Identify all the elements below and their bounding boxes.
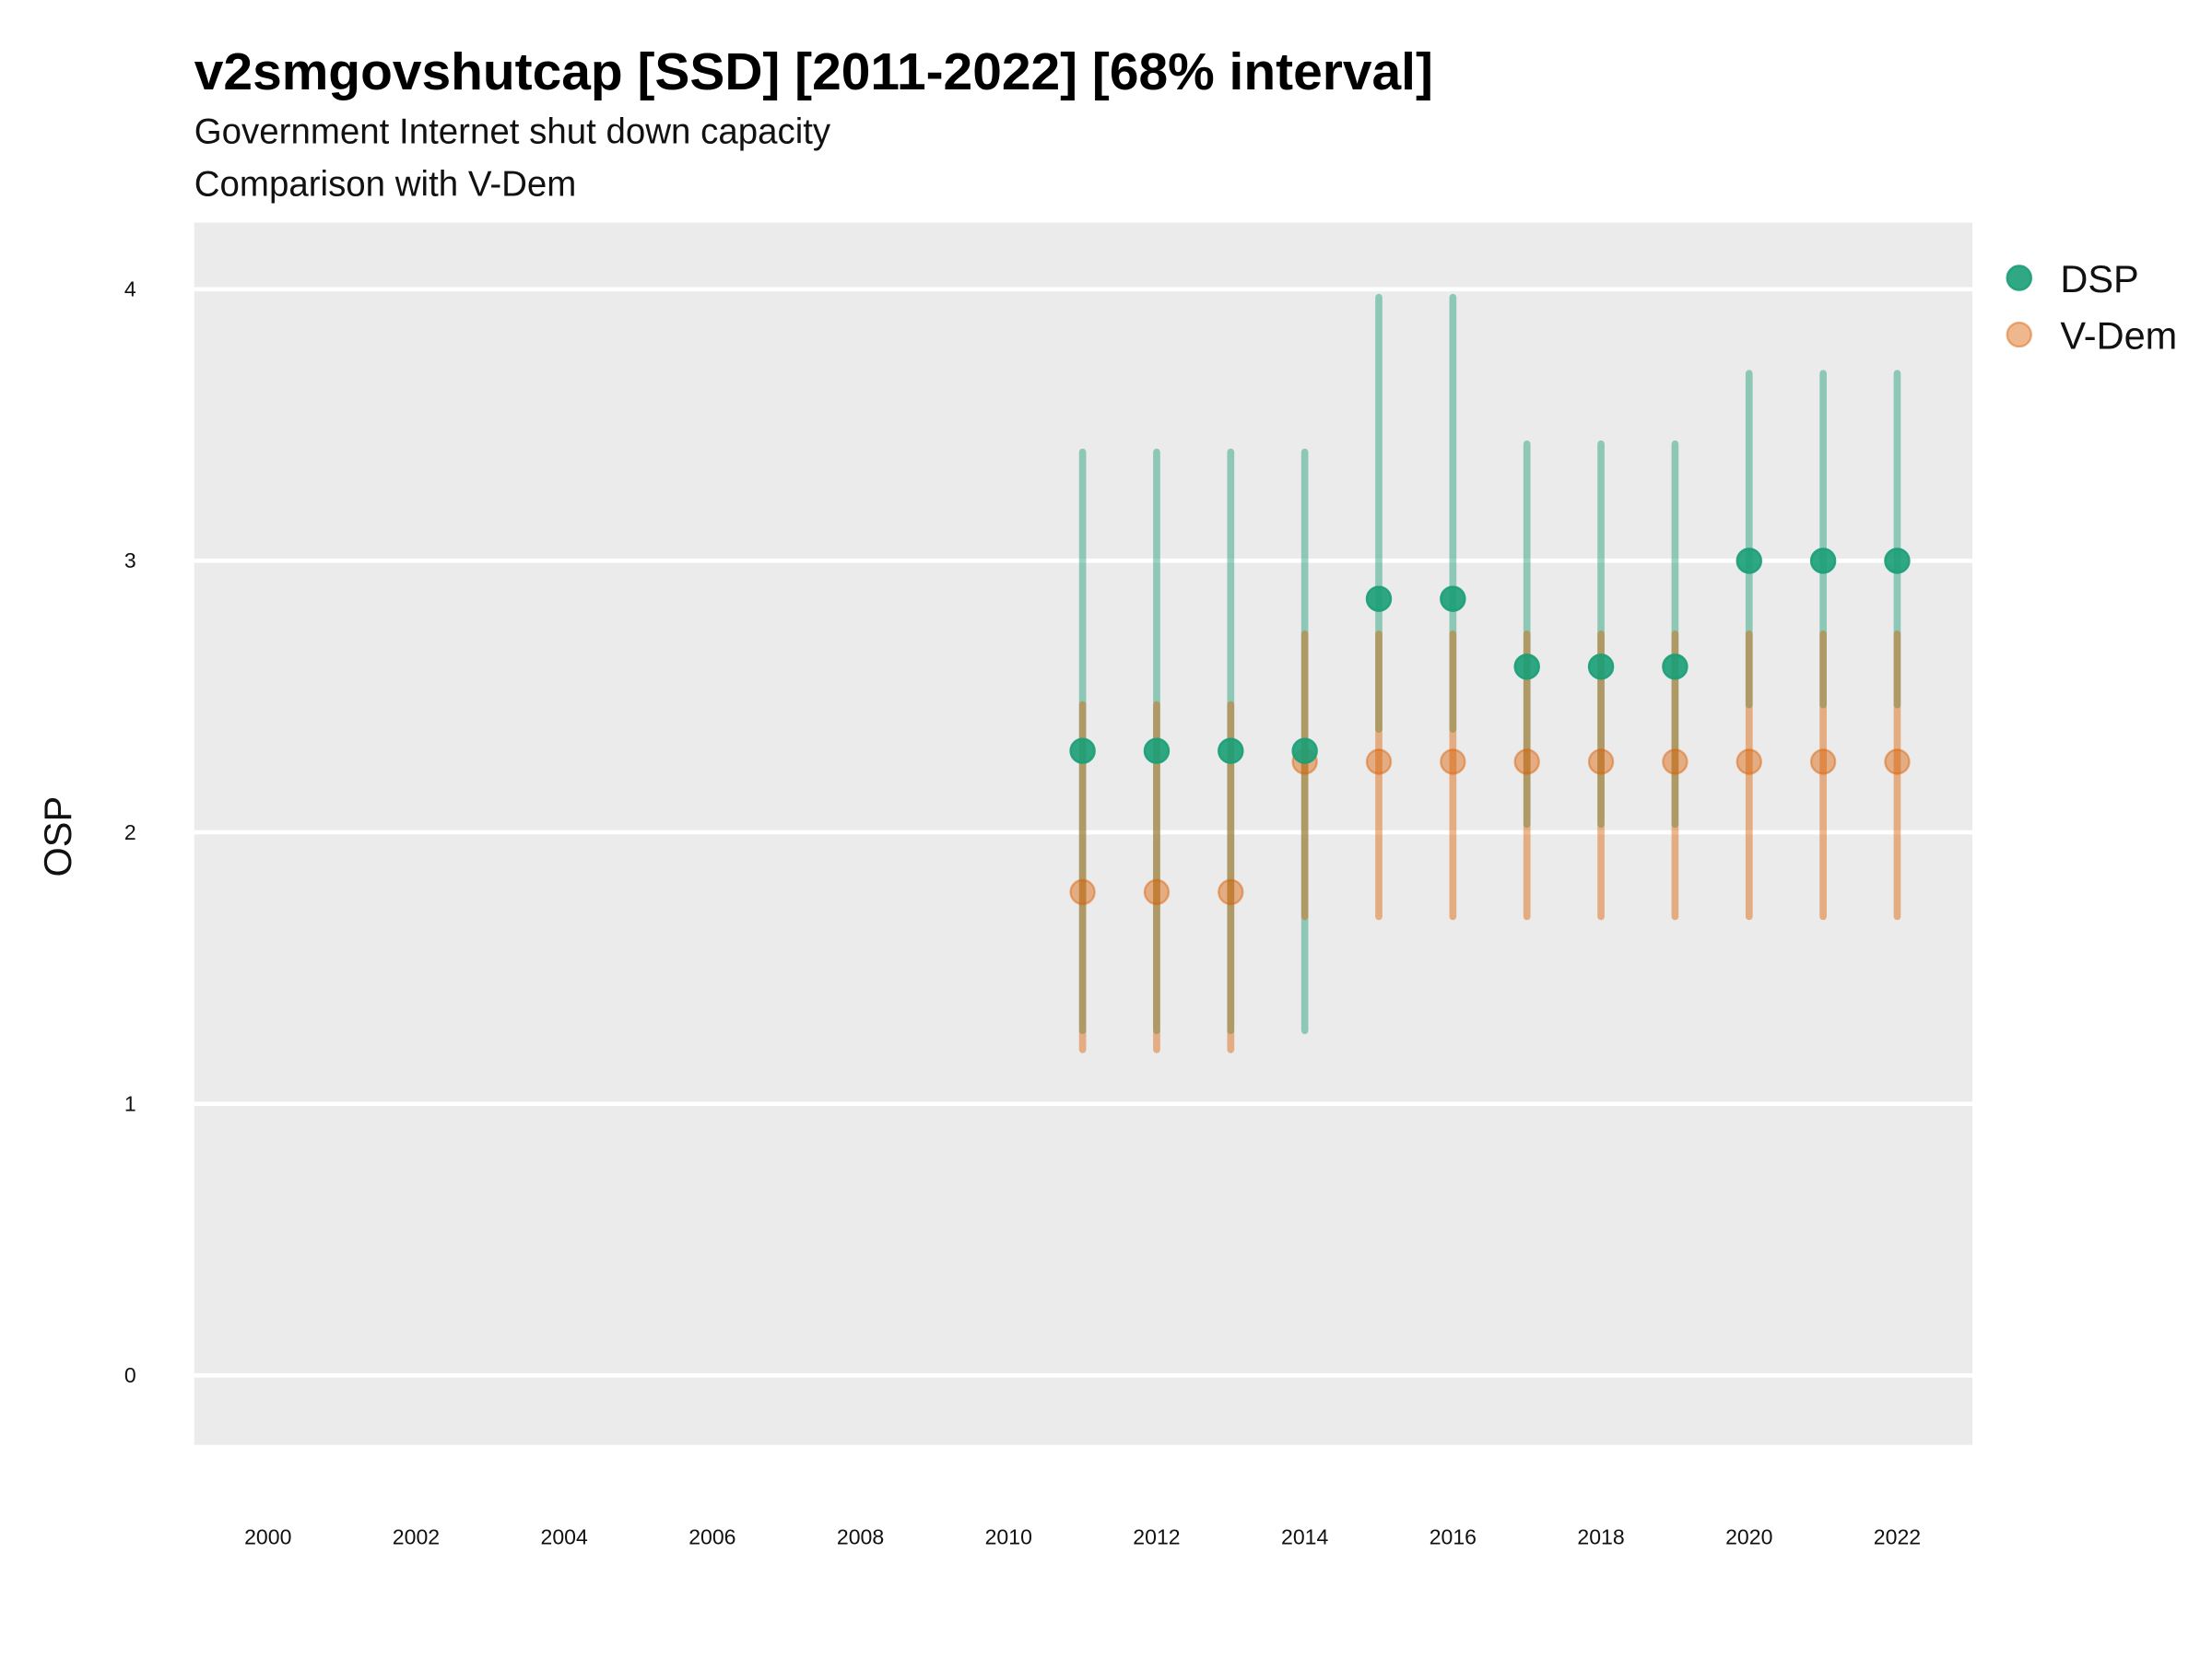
dsp-point [1440,585,1466,612]
vdem-point [1440,748,1466,775]
x-tick-label: 2022 [1874,1524,1921,1548]
dsp-point [1291,737,1318,764]
y-tick-label: 2 [124,820,136,844]
vdem-point [1218,878,1244,906]
x-tick-label: 2014 [1281,1524,1328,1548]
dsp-point [1735,547,1762,574]
dsp-point [1662,653,1688,680]
x-tick-label: 2002 [393,1524,440,1548]
dsp-point [1365,585,1393,612]
x-axis-ticks: 2000 2002 2004 2006 2008 2010 2012 2014 2016 2018… [244,1524,1921,1548]
x-tick-label: 2010 [985,1524,1032,1548]
dsp-point [1513,653,1540,680]
x-tick-label: 2018 [1577,1524,1624,1548]
vdem-point [1069,878,1096,906]
legend-marker-vdem [2006,321,2032,348]
vdem-point [1365,748,1393,775]
x-tick-label: 2008 [837,1524,884,1548]
legend-label: V-Dem [2060,313,2177,357]
vdem-point [1809,748,1837,775]
x-tick-label: 2004 [541,1524,588,1548]
legend-label: DSP [2060,257,2138,300]
x-tick-label: 2000 [244,1524,291,1548]
chart-title: v2smgovshutcap [SSD] [2011-2022] [68% in… [194,42,1433,101]
dsp-point [1218,737,1244,764]
x-tick-label: 2006 [688,1524,735,1548]
grid-lines [194,287,1972,1378]
data-marks [1069,293,1911,1053]
dsp-point [1884,547,1911,574]
vdem-point [1735,748,1762,775]
chart-subtitle-2: Comparison with V-Dem [194,164,577,204]
dsp-point [1143,737,1171,764]
dsp-point [1809,547,1837,574]
y-axis-label: OSP [36,796,79,877]
y-tick-label: 4 [124,277,136,301]
vdem-point [1662,748,1688,775]
x-tick-label: 2012 [1133,1524,1180,1548]
vdem-point [1143,878,1171,906]
y-tick-label: 3 [124,548,136,572]
x-tick-label: 2020 [1725,1524,1772,1548]
legend: DSP V-Dem [2006,257,2177,357]
y-tick-label: 0 [124,1363,136,1387]
dsp-point [1069,737,1096,764]
vdem-point [1884,748,1911,775]
legend-marker-dsp [2006,265,2032,291]
chart-subtitle: Government Internet shut down capacity [194,112,831,151]
x-tick-label: 2016 [1430,1524,1477,1548]
dsp-point [1587,653,1615,680]
y-tick-label: 1 [124,1091,136,1115]
vdem-point [1587,748,1615,775]
y-axis-ticks: 0 1 2 3 4 [124,277,136,1387]
vdem-point [1513,748,1540,775]
